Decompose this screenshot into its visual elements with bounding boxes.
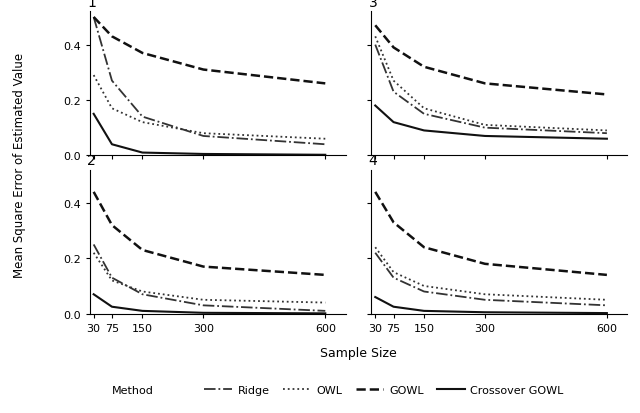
Text: 4: 4 [369, 154, 378, 167]
Legend: Ridge, OWL, GOWL, Crossover GOWL: Ridge, OWL, GOWL, Crossover GOWL [200, 380, 568, 399]
Text: Sample Size: Sample Size [320, 347, 397, 360]
Text: Method: Method [112, 385, 154, 395]
Text: Mean Square Error of Estimated Value: Mean Square Error of Estimated Value [13, 53, 26, 278]
Text: 1: 1 [87, 0, 96, 9]
Text: 2: 2 [87, 154, 96, 167]
Text: 3: 3 [369, 0, 378, 9]
